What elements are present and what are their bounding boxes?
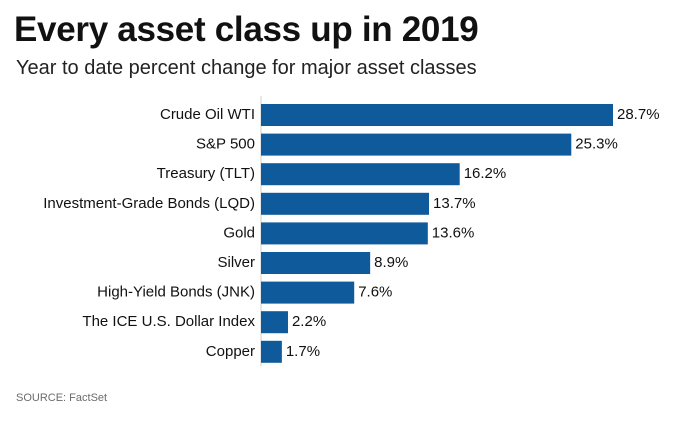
source-note: SOURCE: FactSet [16, 392, 108, 404]
category-label: Gold [223, 224, 255, 241]
category-label: Crude Oil WTI [160, 106, 255, 123]
value-label: 7.6% [358, 284, 392, 301]
category-label: High-Yield Bonds (JNK) [97, 284, 255, 301]
category-label: The ICE U.S. Dollar Index [82, 313, 255, 330]
bar [261, 133, 572, 156]
bar [261, 281, 355, 304]
bar [261, 252, 371, 274]
bar [261, 340, 282, 363]
category-label: Copper [206, 343, 255, 360]
category-label: Treasury (TLT) [157, 165, 255, 182]
value-label: 28.7% [617, 106, 660, 123]
bars [261, 104, 613, 363]
bar [261, 104, 613, 126]
value-label: 13.7% [433, 195, 476, 212]
value-label: 8.9% [374, 254, 408, 271]
value-label: 1.7% [286, 343, 320, 360]
bar [261, 192, 430, 215]
chart-subtitle: Year to date percent change for major as… [16, 57, 477, 79]
chart-title: Every asset class up in 2019 [14, 10, 479, 49]
value-label: 13.6% [432, 224, 475, 241]
value-label: 25.3% [575, 136, 618, 153]
category-label: Investment-Grade Bonds (LQD) [43, 195, 255, 212]
bar [261, 311, 288, 334]
category-label: S&P 500 [196, 136, 255, 153]
value-label: 16.2% [464, 165, 507, 182]
value-labels: 28.7% 25.3% 16.2% 13.7% 13.6% 8.9% 7.6% 2.2% 1.7… [286, 106, 660, 360]
bar [261, 163, 460, 186]
bar [261, 222, 428, 245]
category-label: Silver [217, 254, 255, 271]
category-labels: Crude Oil WTI S&P 500 Treasury (TLT) Invest… [43, 106, 255, 360]
value-label: 2.2% [292, 313, 326, 330]
